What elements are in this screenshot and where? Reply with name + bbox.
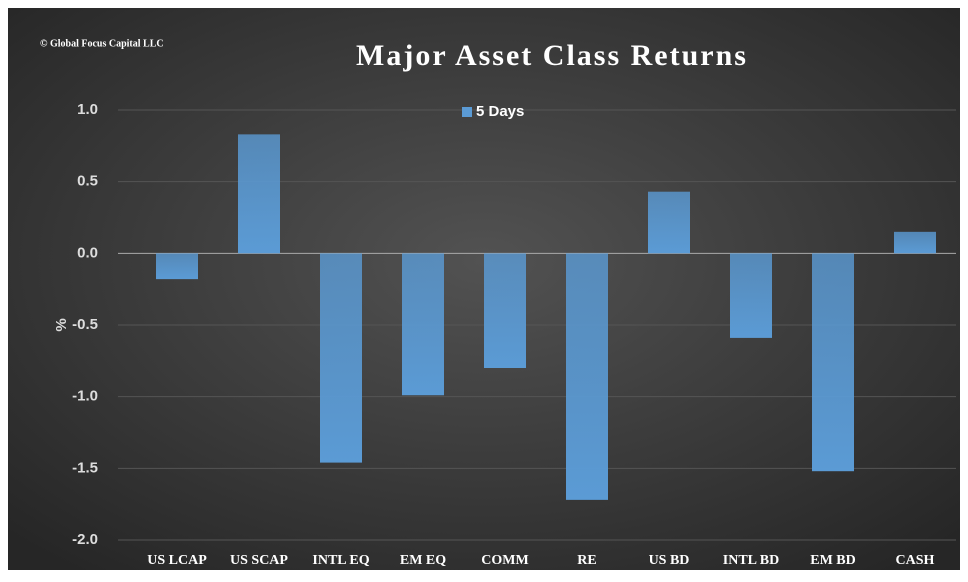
y-tick-label: 0.0 bbox=[77, 244, 98, 261]
bar bbox=[320, 253, 362, 463]
x-tick-label: RE bbox=[577, 553, 596, 568]
bar bbox=[648, 191, 690, 254]
bar bbox=[156, 253, 198, 280]
bar bbox=[238, 134, 280, 254]
y-tick-label: -0.5 bbox=[72, 316, 98, 333]
bar bbox=[730, 253, 772, 338]
x-tick-label: US BD bbox=[649, 553, 690, 568]
y-tick-label: -2.0 bbox=[72, 531, 98, 548]
y-tick-label: 0.5 bbox=[77, 173, 98, 190]
bar bbox=[812, 253, 854, 472]
legend-label: 5 Days bbox=[476, 103, 524, 120]
bar bbox=[566, 253, 608, 500]
x-tick-label: US SCAP bbox=[230, 553, 288, 568]
chart-title: Major Asset Class Returns bbox=[356, 39, 748, 72]
y-tick-label: -1.5 bbox=[72, 459, 98, 476]
copyright: © Global Focus Capital LLC bbox=[40, 38, 164, 49]
x-tick-label: CASH bbox=[896, 553, 935, 568]
bar bbox=[402, 253, 444, 396]
x-tick-label: INTL BD bbox=[723, 553, 779, 568]
x-tick-label: INTL EQ bbox=[312, 553, 369, 568]
y-tick-label: -1.0 bbox=[72, 388, 98, 405]
x-tick-label: US LCAP bbox=[147, 553, 207, 568]
x-tick-label: EM BD bbox=[810, 553, 856, 568]
bar bbox=[894, 231, 936, 254]
x-tick-label: EM EQ bbox=[400, 553, 446, 568]
y-axis-label: % bbox=[53, 318, 70, 331]
y-tick-label: 1.0 bbox=[77, 101, 98, 118]
x-tick-label: COMM bbox=[481, 553, 528, 568]
bar bbox=[484, 253, 526, 368]
legend-swatch bbox=[462, 107, 472, 117]
